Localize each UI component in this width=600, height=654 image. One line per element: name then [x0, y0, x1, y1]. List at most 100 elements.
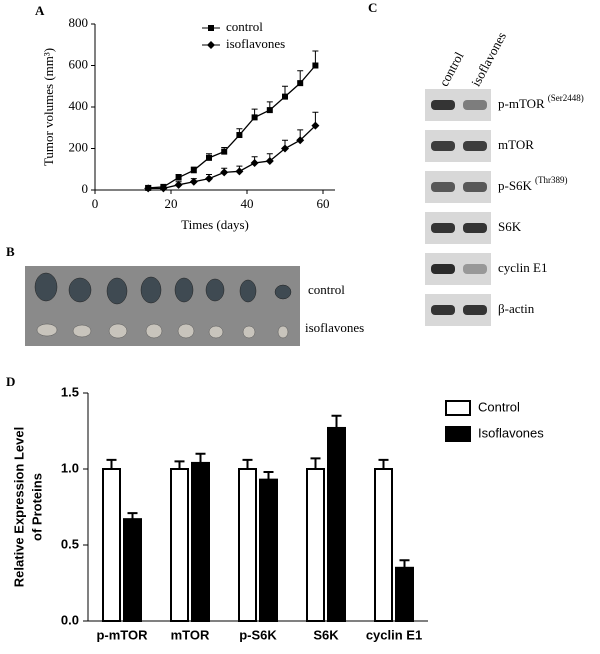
marker	[312, 62, 319, 69]
error-bar	[331, 414, 342, 428]
blot-band	[431, 223, 455, 233]
blot-label-sup: (Ser2448)	[548, 93, 584, 103]
marker	[251, 114, 258, 121]
legend-label: Control	[478, 399, 520, 414]
x-tick-label: mTOR	[171, 627, 210, 642]
blot-row-label: mTOR	[498, 137, 534, 152]
marker	[297, 80, 304, 87]
error-bar	[263, 471, 274, 480]
blot-band	[463, 264, 487, 274]
blot-band	[431, 305, 455, 315]
error-bar	[195, 452, 206, 463]
bar	[170, 468, 189, 622]
error-bar	[399, 559, 410, 568]
series-line	[148, 125, 316, 189]
bar	[123, 518, 142, 622]
legend-label: Isoflavones	[478, 425, 544, 440]
y-axis-label: Relative Expression Level	[11, 427, 26, 587]
blot-label-text: β-actin	[498, 301, 535, 316]
x-tick-label: 60	[317, 196, 330, 211]
blot-label-text: mTOR	[498, 137, 534, 152]
photo-row-label: isoflavones	[305, 320, 364, 335]
x-tick-label: p-mTOR	[96, 627, 148, 642]
blot-label-text: cyclin E1	[498, 260, 547, 275]
bar	[259, 478, 278, 623]
x-axis-label: Times (days)	[181, 217, 249, 232]
marker	[175, 174, 182, 181]
legend-marker	[208, 25, 214, 31]
blot-band	[463, 100, 487, 110]
x-tick-label: 40	[241, 196, 254, 211]
panel-label: A	[35, 3, 45, 18]
y-tick-label: 600	[69, 56, 89, 71]
x-tick-label: 0	[92, 196, 99, 211]
y-tick-label: 1.0	[61, 460, 79, 475]
blot-band	[463, 305, 487, 315]
blot-column-label: isoflavones	[468, 29, 509, 88]
marker	[206, 154, 212, 161]
blot: p-mTOR (Ser2448) mTOR p-S6K (Thr389) S6K cycli…	[425, 89, 584, 326]
bar	[306, 468, 325, 622]
marker	[235, 167, 244, 176]
x-tick-label: cyclin E1	[366, 627, 422, 642]
marker	[250, 159, 259, 168]
error-bar	[378, 458, 389, 469]
y-tick-label: 800	[69, 15, 89, 30]
series-line	[148, 65, 316, 189]
blot-column-label: control	[436, 49, 467, 89]
panel-label: D	[6, 374, 15, 389]
blot-row-label: p-mTOR (Ser2448)	[498, 93, 584, 111]
marker	[236, 132, 243, 139]
x-tick-label: p-S6K	[239, 627, 277, 642]
blot-row-label: p-S6K (Thr389)	[498, 175, 567, 193]
marker	[220, 168, 229, 177]
blot-label-text: p-mTOR	[498, 96, 545, 111]
error-bar	[242, 458, 253, 469]
marker	[221, 148, 228, 155]
photo-row-label: control	[308, 282, 345, 297]
bar	[191, 461, 210, 623]
marker	[190, 167, 197, 174]
blot-row-label: S6K	[498, 219, 522, 234]
error-bar	[106, 458, 117, 469]
blot-row-label: cyclin E1	[498, 260, 547, 275]
bar	[374, 468, 393, 622]
blot-band	[463, 223, 487, 233]
marker	[189, 177, 198, 186]
error-bar	[174, 460, 185, 469]
y-tick-label: 0	[82, 181, 89, 196]
marker	[311, 121, 320, 130]
x-tick-label: S6K	[313, 627, 339, 642]
blot-row-label: β-actin	[498, 301, 535, 316]
legend-swatch	[445, 400, 471, 416]
marker	[282, 93, 288, 100]
y-axis-label: of Proteins	[29, 473, 44, 541]
marker	[281, 144, 289, 153]
bar	[238, 468, 257, 622]
marker	[174, 180, 183, 189]
legend-marker	[207, 41, 215, 49]
marker	[265, 156, 274, 165]
blot-label-sup: (Thr389)	[535, 175, 568, 185]
marker	[266, 107, 273, 114]
y-tick-label: 0.5	[61, 536, 79, 551]
blot-band	[431, 264, 455, 274]
tumor-photo	[25, 266, 300, 346]
legend-label: isoflavones	[226, 36, 285, 51]
marker	[144, 184, 153, 193]
blot-label-text: p-S6K	[498, 178, 533, 193]
marker	[159, 184, 168, 193]
error-bar	[127, 512, 138, 520]
y-axis-label: Tumor volumes (mm³)	[41, 48, 56, 166]
y-tick-label: 400	[69, 98, 89, 113]
panel-label: B	[6, 244, 15, 259]
bar	[102, 468, 121, 622]
blot-band	[463, 182, 487, 192]
blot-band	[431, 141, 455, 151]
blot-band	[463, 141, 487, 151]
legend-label: control	[226, 19, 263, 34]
blot-band	[431, 100, 455, 110]
marker	[296, 136, 305, 145]
legend-swatch	[445, 426, 471, 442]
